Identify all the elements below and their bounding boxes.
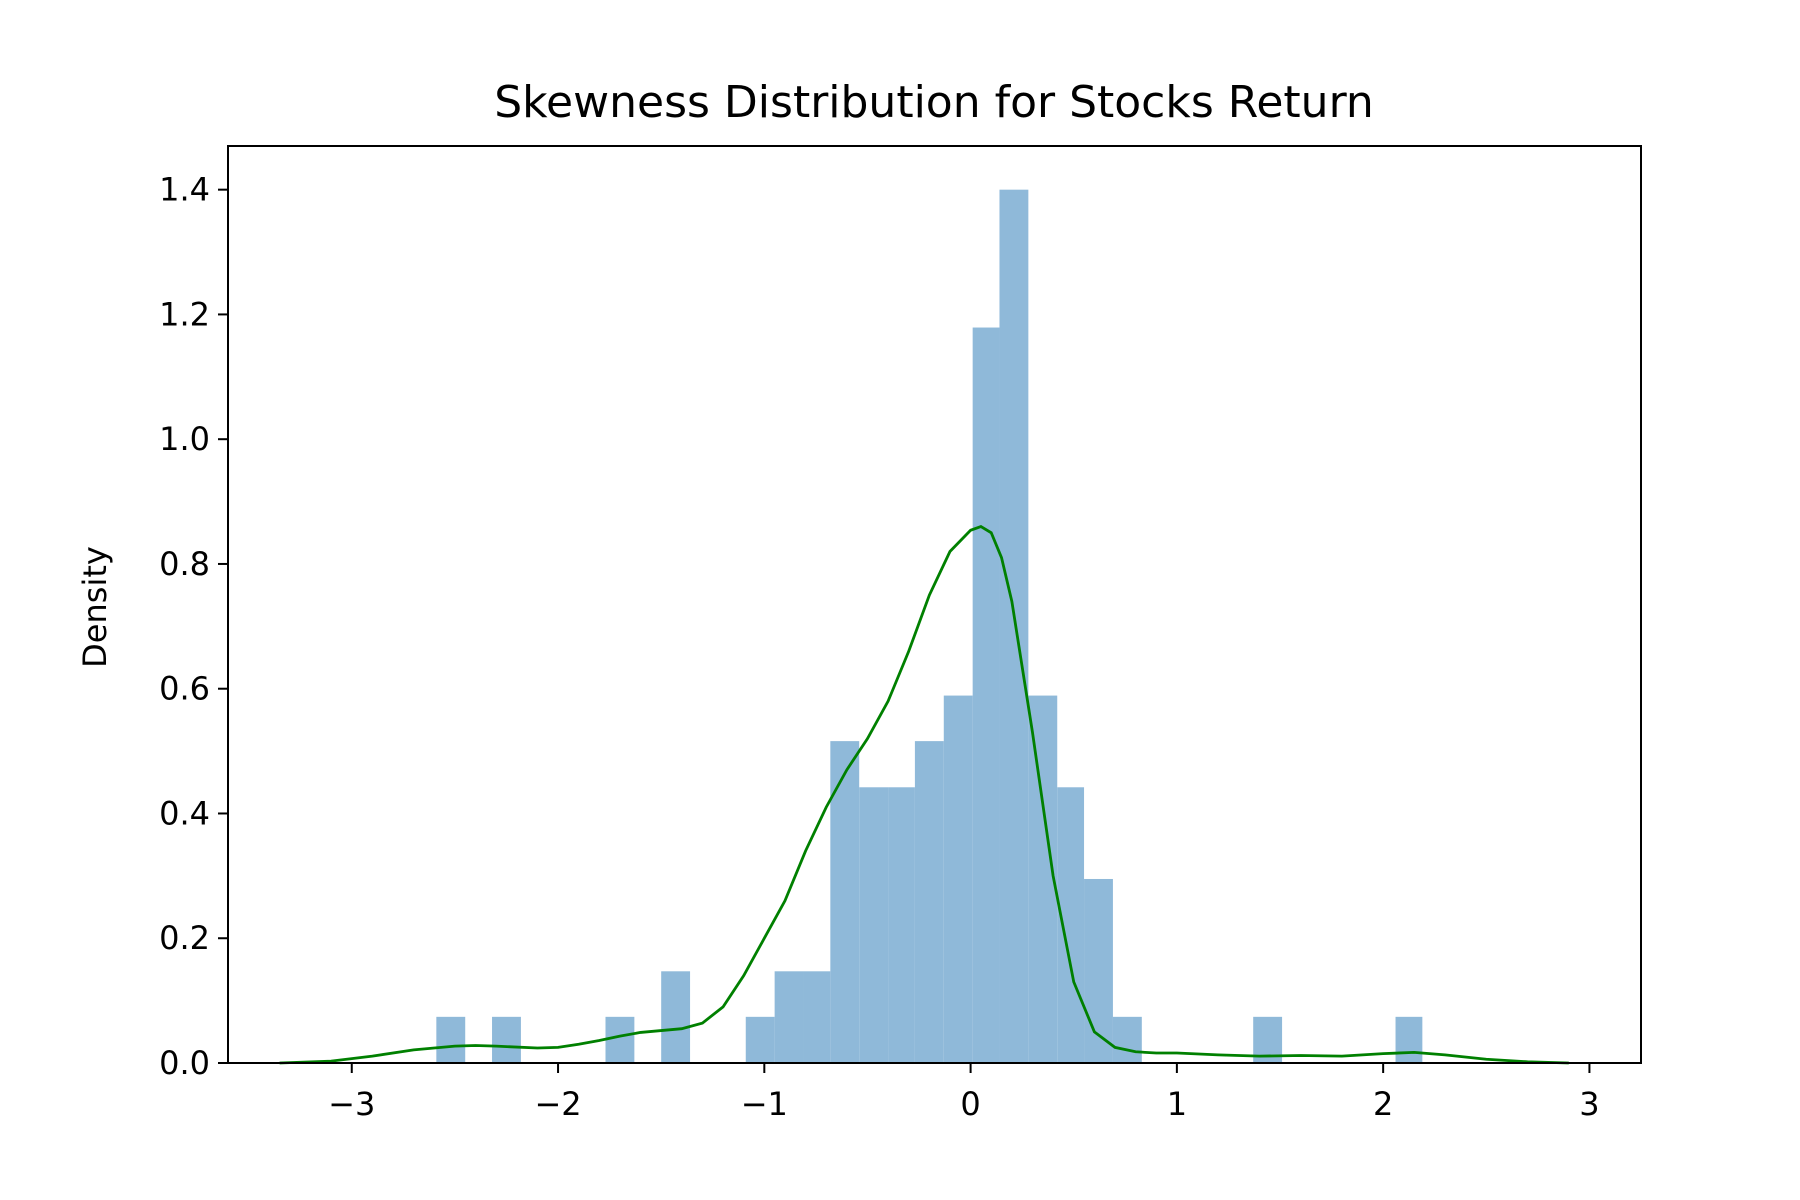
- y-tick-label: 0.0: [159, 1044, 210, 1082]
- y-tick-label: 0.2: [159, 919, 210, 957]
- histogram-bars: [436, 189, 1423, 1063]
- histogram-bar: [774, 971, 804, 1063]
- histogram-bar: [1084, 878, 1113, 1063]
- histogram-bar: [492, 1016, 521, 1063]
- x-tick-label: 3: [1579, 1085, 1599, 1123]
- x-tick-label: 1: [1167, 1085, 1187, 1123]
- histogram-bar: [803, 971, 831, 1063]
- histogram-bar: [914, 741, 944, 1063]
- histogram-bar: [859, 787, 889, 1063]
- x-tick-label: 0: [960, 1085, 980, 1123]
- histogram-bar: [1057, 787, 1085, 1063]
- histogram-bar: [830, 741, 860, 1063]
- x-axis: −3 −2 −1 0 1 2 3: [328, 1063, 1600, 1123]
- y-tick-label: 1.4: [159, 171, 210, 209]
- x-tick-label: −1: [741, 1085, 788, 1123]
- y-tick-label: 0.8: [159, 545, 210, 583]
- histogram-bar: [1395, 1016, 1423, 1063]
- histogram-bar: [661, 971, 691, 1063]
- y-axis-label: Density: [76, 546, 114, 668]
- y-tick-label: 0.6: [159, 670, 210, 708]
- y-tick-label: 0.4: [159, 794, 210, 832]
- histogram-bar: [1112, 1016, 1142, 1063]
- y-tick-label: 1.2: [159, 295, 210, 333]
- y-axis: 0.0 0.2 0.4 0.6 0.8 1.0 1.2 1.4: [159, 171, 228, 1082]
- histogram-bar: [943, 695, 973, 1063]
- histogram-bar: [999, 189, 1029, 1063]
- x-tick-label: −2: [534, 1085, 581, 1123]
- plot-frame: [227, 145, 1642, 1064]
- histogram-bar: [605, 1016, 635, 1063]
- x-tick-label: 2: [1373, 1085, 1393, 1123]
- histogram-bar: [745, 1016, 775, 1063]
- histogram-bar: [888, 787, 915, 1063]
- x-tick-label: −3: [328, 1085, 375, 1123]
- kde-line: [279, 524, 1569, 1065]
- histogram-bar: [972, 327, 1000, 1063]
- chart-title: Skewness Distribution for Stocks Return: [494, 77, 1374, 128]
- y-tick-label: 1.0: [159, 420, 210, 458]
- histogram-bar: [436, 1016, 466, 1063]
